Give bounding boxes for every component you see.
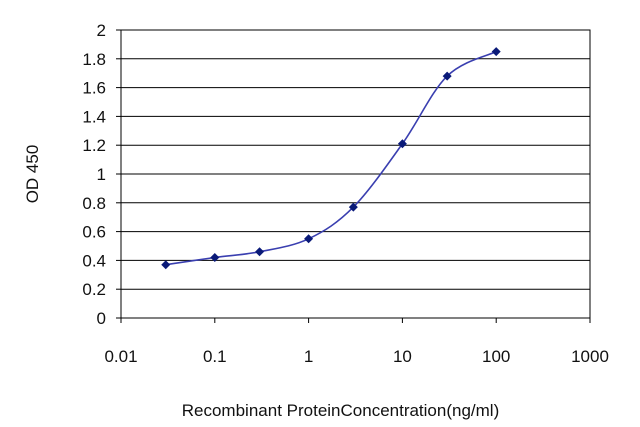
x-tick-label: 1000 xyxy=(571,347,609,366)
y-tick-label: 0.2 xyxy=(82,280,106,299)
x-axis-ticks: 0.01 0.1 1 10 100 1000 xyxy=(104,318,609,366)
x-tick-label: 100 xyxy=(482,347,510,366)
x-tick-label: 0.1 xyxy=(203,347,227,366)
data-point xyxy=(161,260,171,270)
series-line xyxy=(165,50,497,266)
y-tick-label: 0.8 xyxy=(82,194,106,213)
x-axis-label: Recombinant ProteinConcentration(ng/ml) xyxy=(182,401,500,420)
y-tick-label: 2 xyxy=(97,21,106,40)
x-tick-label: 0.01 xyxy=(104,347,137,366)
data-point xyxy=(348,202,358,212)
y-axis-ticks: 0 0.2 0.4 0.6 0.8 1 1.2 1.4 1.6 1.8 2 xyxy=(82,21,121,328)
data-point xyxy=(304,234,314,244)
y-tick-label: 1.2 xyxy=(82,136,106,155)
data-point xyxy=(255,247,265,257)
y-tick-label: 1.4 xyxy=(82,107,106,126)
y-tick-label: 0.6 xyxy=(82,223,106,242)
x-tick-label: 1 xyxy=(304,347,313,366)
data-point xyxy=(397,139,407,149)
x-tick-label: 10 xyxy=(393,347,412,366)
grid xyxy=(121,58,590,290)
y-tick-label: 1 xyxy=(97,165,106,184)
data-point xyxy=(442,71,452,81)
y-tick-label: 1.6 xyxy=(82,79,106,98)
y-tick-label: 0.4 xyxy=(82,251,106,270)
series xyxy=(161,47,501,270)
y-tick-label: 1.8 xyxy=(82,50,106,69)
y-axis-label: OD 450 xyxy=(23,145,42,204)
data-point xyxy=(210,253,220,263)
data-point xyxy=(491,47,501,57)
y-tick-label: 0 xyxy=(97,309,106,328)
